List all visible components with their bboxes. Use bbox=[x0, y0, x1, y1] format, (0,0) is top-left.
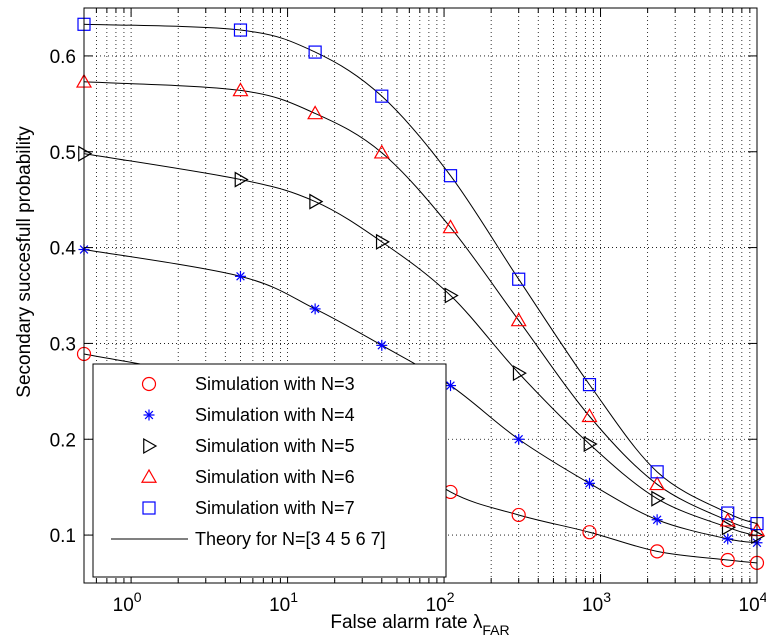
triangle-up-marker bbox=[649, 476, 666, 491]
star-marker bbox=[143, 409, 155, 421]
legend-label: Simulation with N=5 bbox=[195, 436, 355, 456]
legend-label: Simulation with N=6 bbox=[195, 467, 355, 487]
star-marker bbox=[513, 433, 525, 445]
legend-entry: Simulation with N=4 bbox=[143, 405, 355, 425]
star-marker bbox=[376, 339, 388, 351]
triangle-right-marker bbox=[78, 145, 93, 162]
x-tick-label: 100 bbox=[113, 589, 142, 616]
star-stroke bbox=[310, 304, 320, 314]
y-tick-label: 0.4 bbox=[50, 239, 77, 260]
star-stroke bbox=[446, 381, 455, 390]
triangle-right-marker bbox=[444, 287, 459, 304]
legend-entry: Simulation with N=6 bbox=[140, 467, 355, 487]
star-stroke bbox=[585, 479, 594, 488]
star-stroke bbox=[236, 272, 245, 281]
legend-label: Theory for N=[3 4 5 6 7] bbox=[195, 529, 386, 549]
x-tick-label-base: 10 bbox=[269, 595, 290, 616]
y-tick-label: 0.1 bbox=[50, 526, 76, 547]
x-axis-label: False alarm rate λFAR bbox=[330, 612, 509, 638]
square-marker bbox=[233, 23, 248, 37]
triangle-right-marker bbox=[721, 519, 736, 536]
x-tick-label: 103 bbox=[582, 589, 611, 616]
star-stroke bbox=[514, 434, 524, 444]
square-marker bbox=[512, 272, 526, 286]
legend-entry: Theory for N=[3 4 5 6 7] bbox=[111, 529, 386, 549]
theory-line bbox=[83, 23, 758, 525]
square-marker bbox=[375, 89, 389, 103]
legend: Simulation with N=3 Simulation with N=4 Si… bbox=[92, 363, 447, 578]
circle-marker bbox=[720, 552, 735, 568]
legend-label: Simulation with N=7 bbox=[195, 498, 355, 518]
star-marker bbox=[309, 303, 321, 315]
y-tick-label: 0.2 bbox=[50, 430, 76, 451]
x-axis-label-main: False alarm rate λ bbox=[330, 612, 483, 633]
star-stroke bbox=[723, 534, 733, 544]
y-tick-label: 0.5 bbox=[50, 143, 76, 164]
square-marker bbox=[650, 465, 664, 479]
square-marker bbox=[721, 506, 735, 520]
circle-marker bbox=[511, 507, 526, 523]
x-tick-label-exponent: 3 bbox=[603, 589, 611, 605]
star-marker bbox=[583, 477, 595, 489]
y-tick-label: 0.3 bbox=[50, 334, 76, 355]
legend-label: Simulation with N=4 bbox=[195, 405, 355, 425]
theory-line bbox=[83, 81, 758, 531]
x-tick-label-base: 10 bbox=[426, 595, 447, 616]
legend-entry: Simulation with N=3 bbox=[141, 374, 355, 394]
x-tick-label: 101 bbox=[269, 589, 298, 616]
legend-entry: Simulation with N=7 bbox=[142, 498, 355, 518]
y-axis-label: Secondary succesfull probability bbox=[14, 126, 35, 398]
square-marker bbox=[142, 501, 156, 515]
theory-lines bbox=[83, 23, 758, 564]
star-marker bbox=[445, 380, 457, 392]
circle-marker bbox=[141, 376, 157, 392]
legend-entry: Simulation with N=5 bbox=[143, 436, 355, 456]
triangle-up-marker bbox=[510, 312, 527, 327]
triangle-up-marker bbox=[232, 82, 249, 97]
square-marker bbox=[582, 378, 597, 392]
star-stroke bbox=[144, 410, 154, 420]
triangle-up-marker bbox=[373, 144, 390, 159]
star-marker bbox=[651, 514, 663, 526]
star-marker bbox=[234, 270, 246, 282]
triangle-up-marker bbox=[442, 219, 459, 234]
triangle-right-marker bbox=[583, 436, 598, 453]
triangle-up-marker bbox=[307, 105, 324, 120]
star-stroke bbox=[377, 341, 387, 350]
triangle-up-marker bbox=[719, 512, 736, 527]
square-marker bbox=[308, 45, 322, 59]
circle-marker bbox=[582, 525, 597, 540]
triangle-up-marker bbox=[581, 408, 598, 423]
triangle-right-marker bbox=[512, 365, 527, 382]
x-tick-label: 104 bbox=[739, 589, 766, 616]
theory-line bbox=[83, 249, 758, 544]
y-tick-label: 0.6 bbox=[50, 47, 76, 68]
star-marker bbox=[722, 533, 734, 545]
x-tick-label-exponent: 4 bbox=[760, 589, 766, 605]
circle-marker bbox=[650, 544, 665, 559]
plot-frame bbox=[83, 7, 758, 584]
x-tick-label-exponent: 0 bbox=[134, 589, 142, 605]
x-tick-label-exponent: 1 bbox=[290, 589, 298, 605]
theory-line bbox=[83, 153, 758, 537]
triangle-up-marker bbox=[140, 468, 158, 483]
x-tick-label-exponent: 2 bbox=[447, 589, 455, 605]
x-tick-label: 102 bbox=[426, 589, 455, 616]
legend-box bbox=[92, 363, 447, 578]
triangle-right-marker bbox=[143, 437, 158, 455]
x-tick-label-base: 10 bbox=[582, 595, 603, 616]
square-marker bbox=[443, 169, 458, 183]
legend-label: Simulation with N=3 bbox=[195, 374, 355, 394]
star-stroke bbox=[652, 515, 662, 525]
triangle-right-marker bbox=[375, 233, 390, 250]
triangle-right-marker bbox=[651, 490, 666, 507]
x-tick-label-base: 10 bbox=[113, 595, 134, 616]
triangle-right-marker bbox=[309, 193, 324, 210]
triangle-right-marker bbox=[234, 171, 249, 188]
simulation-markers bbox=[75, 17, 766, 570]
x-axis-label-subscript: FAR bbox=[482, 622, 509, 638]
x-tick-label-base: 10 bbox=[739, 595, 760, 616]
